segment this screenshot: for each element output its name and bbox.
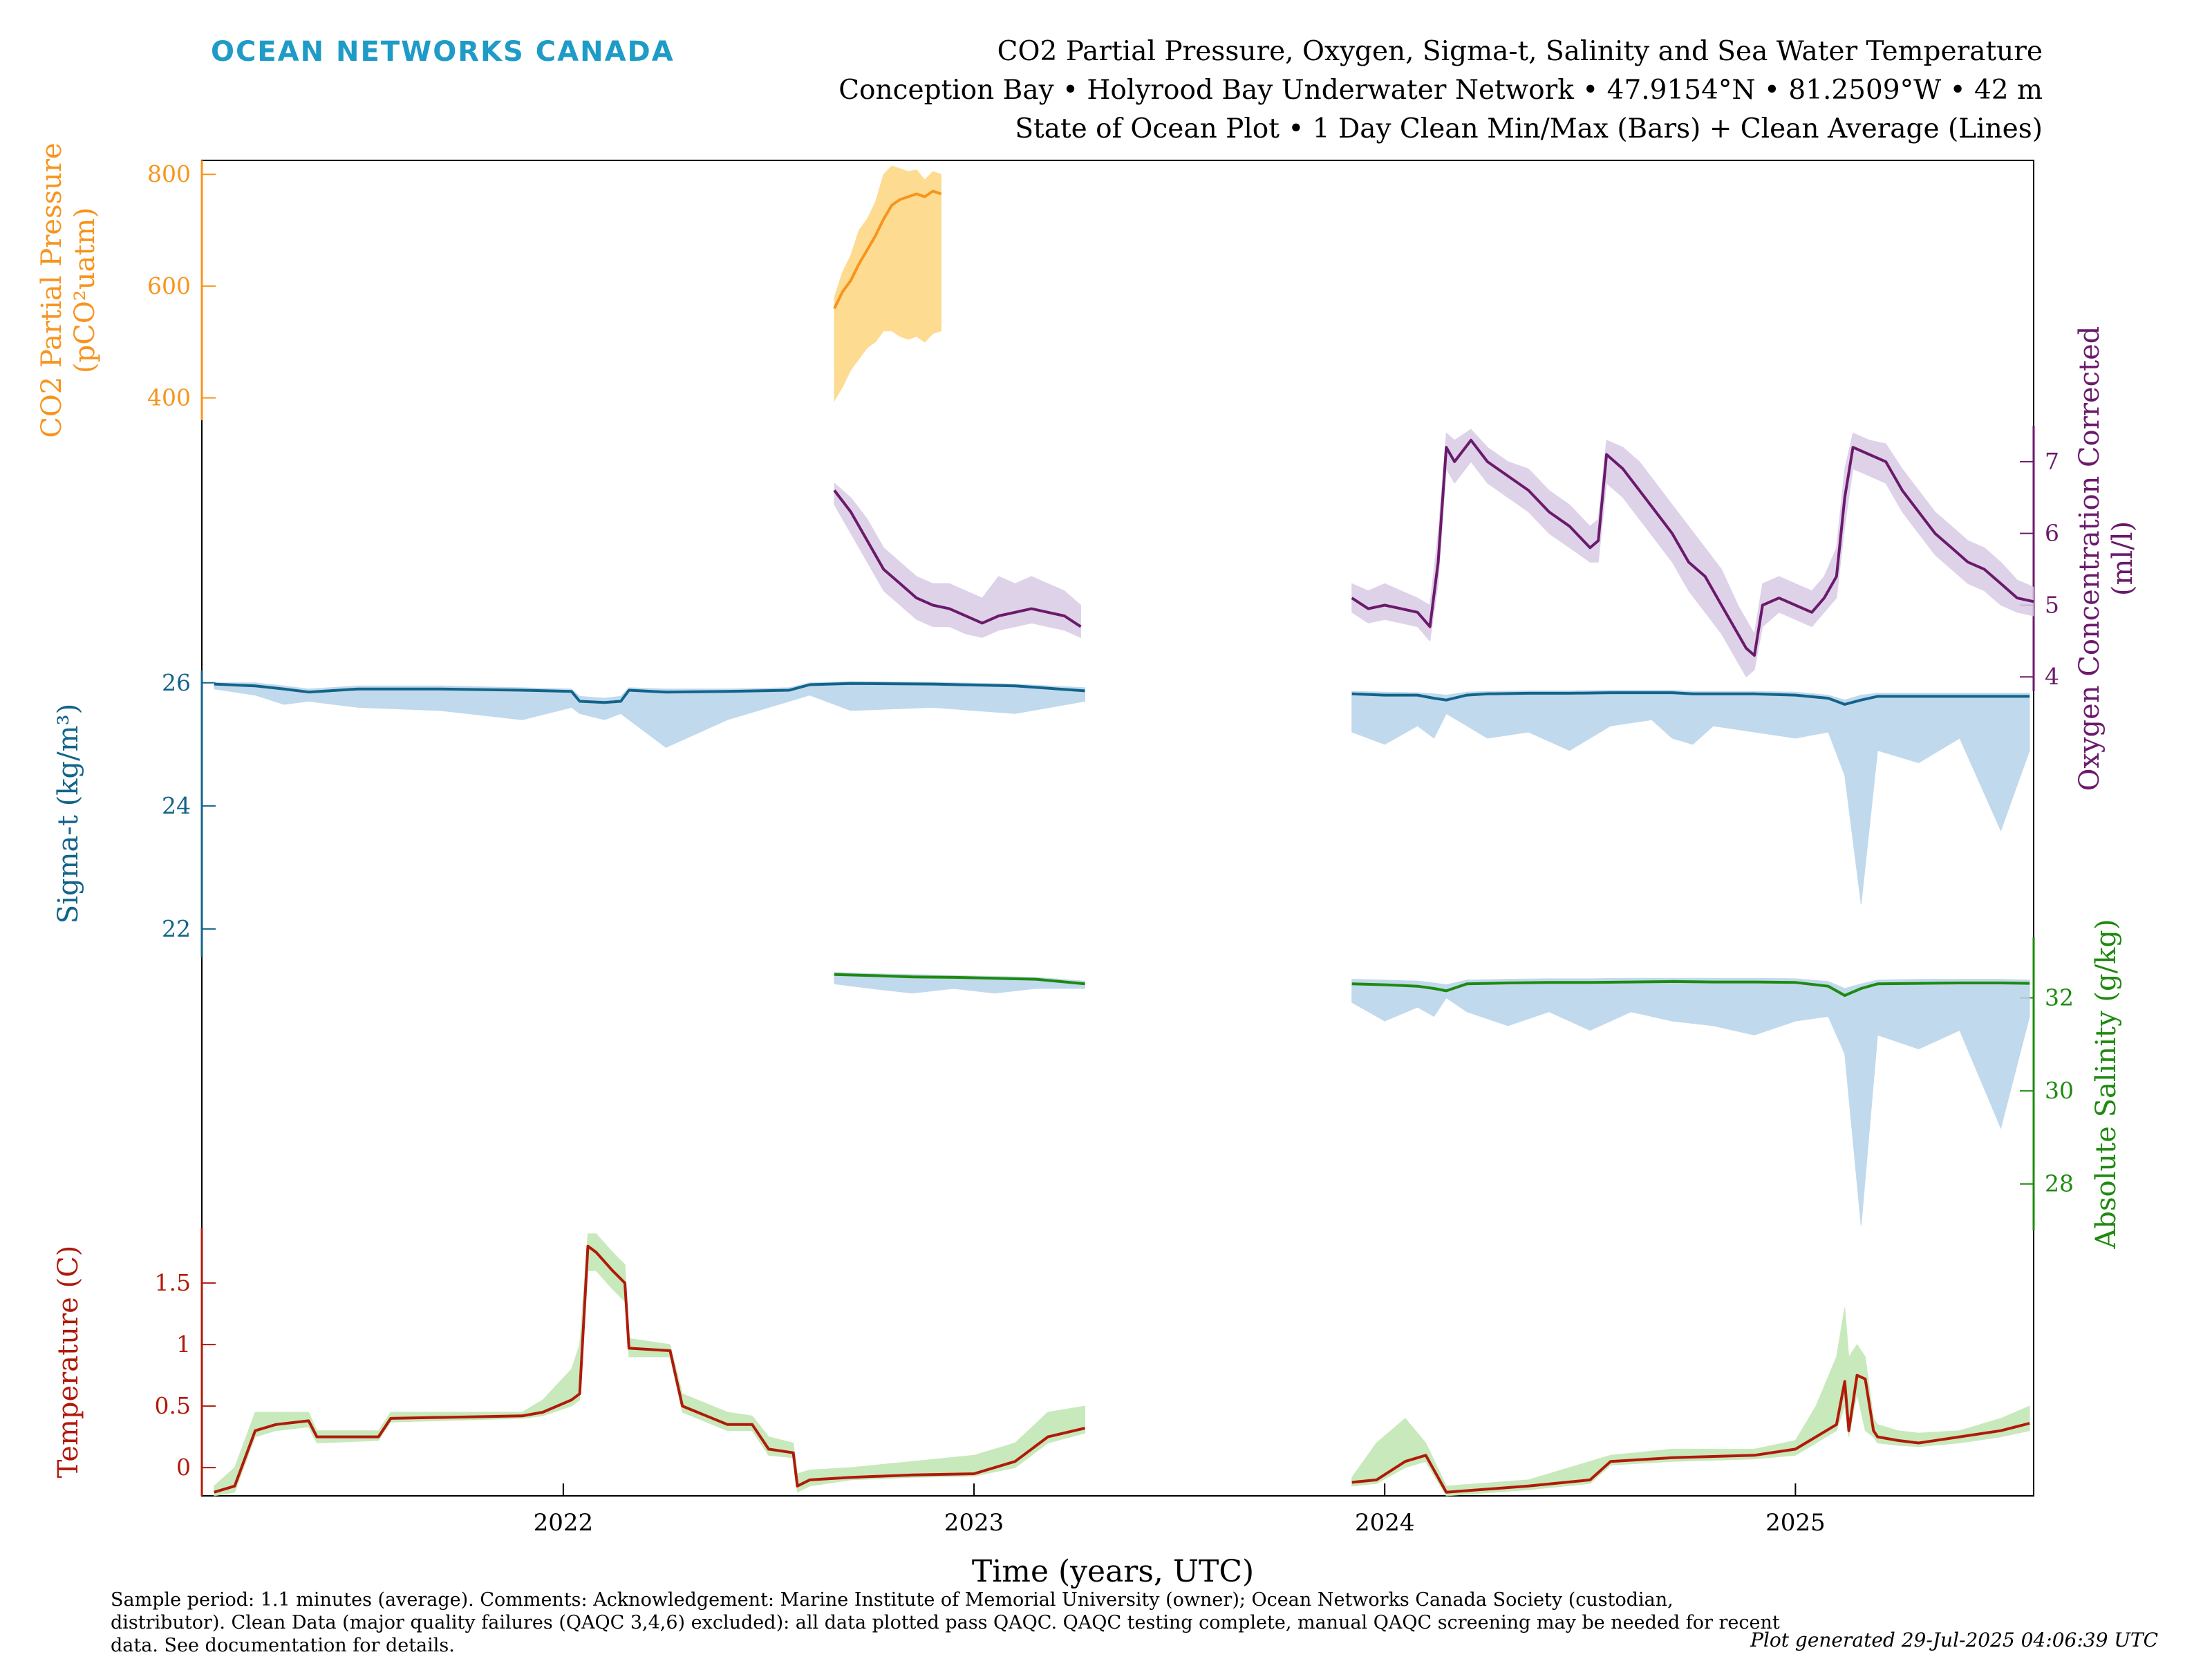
- chart-title: CO2 Partial Pressure, Oxygen, Sigma-t, S…: [997, 36, 2043, 67]
- sigma-average-line-2: [1351, 691, 2030, 706]
- temperature-tick-label: 1.5: [155, 1269, 191, 1296]
- panel-oxygen: 4 5 6 7 Oxygen Concentration Corrected(ml/l): [833, 326, 2139, 791]
- oxygen-average-line-2: [1351, 438, 2034, 657]
- co2-tick-label: 600: [147, 272, 191, 299]
- oxygen-tick-label: 5: [2045, 591, 2059, 618]
- sigma-tick-label: 24: [162, 792, 191, 819]
- temperature-axis-label: Temperature (C): [53, 1246, 84, 1479]
- temperature-tick-label: 0.5: [155, 1392, 191, 1419]
- salinity-tick-label: 32: [2045, 984, 2074, 1011]
- co2-minmax-band-1: [834, 165, 941, 402]
- temperature-average-line-1: [214, 1244, 1085, 1494]
- sigma-minmax-band-2: [1351, 690, 2030, 905]
- salinity-average-line-1: [834, 973, 1085, 986]
- x-tick-label: 2024: [1355, 1509, 1415, 1537]
- temperature-average-line-2: [1351, 1374, 2030, 1494]
- salinity-tick-label: 30: [2045, 1077, 2074, 1104]
- temperature-tick-label: 0: [176, 1454, 191, 1481]
- co2-axis-label: CO2 Partial Pressure(pCO²uatm): [36, 142, 101, 438]
- panel-co2: 400 600 800 CO2 Partial Pressure(pCO²uatm): [36, 142, 942, 438]
- temperature-tick-label: 1: [176, 1331, 191, 1358]
- co2-tick-label: 400: [147, 384, 191, 411]
- sigma-axis-label: Sigma-t (kg/m³): [53, 704, 84, 924]
- chart-subtitle: Conception Bay • Holyrood Bay Underwater…: [838, 75, 2043, 106]
- sigma-tick-label: 26: [162, 669, 191, 696]
- salinity-minmax-band-2: [1351, 977, 2030, 1226]
- salinity-average-line-2: [1351, 980, 2030, 997]
- brand-logo: OCEAN NETWORKS CANADA: [211, 36, 675, 68]
- x-tick-label: 2025: [1765, 1509, 1826, 1537]
- panel-sigma: 22 24 26 Sigma-t (kg/m³): [53, 669, 2030, 957]
- chart-subtitle-2: State of Ocean Plot • 1 Day Clean Min/Ma…: [1015, 113, 2043, 144]
- oxygen-minmax-band-1: [834, 482, 1081, 638]
- oxygen-tick-label: 7: [2045, 448, 2059, 475]
- salinity-tick-label: 28: [2045, 1170, 2074, 1197]
- sigma-minmax-band-1: [214, 681, 1085, 748]
- panel-salinity: 28 30 32 Absolute Salinity (g/kg): [834, 919, 2122, 1250]
- salinity-axis-label: Absolute Salinity (g/kg): [2090, 919, 2122, 1249]
- oxygen-tick-label: 6: [2045, 520, 2059, 547]
- x-tick-label: 2023: [944, 1509, 1004, 1537]
- co2-tick-label: 800: [147, 160, 191, 187]
- temperature-minmax-band-1: [214, 1233, 1085, 1497]
- x-axis-label: Time (years, UTC): [971, 1554, 1255, 1589]
- sigma-average-line-1: [214, 682, 1085, 704]
- plot-frame: [201, 160, 2034, 1497]
- temperature-minmax-band-2: [1351, 1307, 2030, 1497]
- oxygen-minmax-band-2: [1351, 429, 2034, 677]
- footer-note: Sample period: 1.1 minutes (average). Co…: [111, 1589, 1780, 1656]
- oxygen-tick-label: 4: [2045, 663, 2059, 690]
- co2-average-line-1: [833, 189, 942, 310]
- sigma-tick-label: 22: [162, 915, 191, 942]
- panel-temperature: 0 0.5 1 1.5 Temperature (C): [53, 1228, 2030, 1497]
- oxygen-average-line-1: [833, 489, 1082, 628]
- oxygen-axis-label: Oxygen Concentration Corrected(ml/l): [2074, 326, 2139, 791]
- plot-generated-timestamp: Plot generated 29-Jul-2025 04:06:39 UTC: [1750, 1629, 2158, 1651]
- x-tick-label: 2022: [534, 1509, 594, 1537]
